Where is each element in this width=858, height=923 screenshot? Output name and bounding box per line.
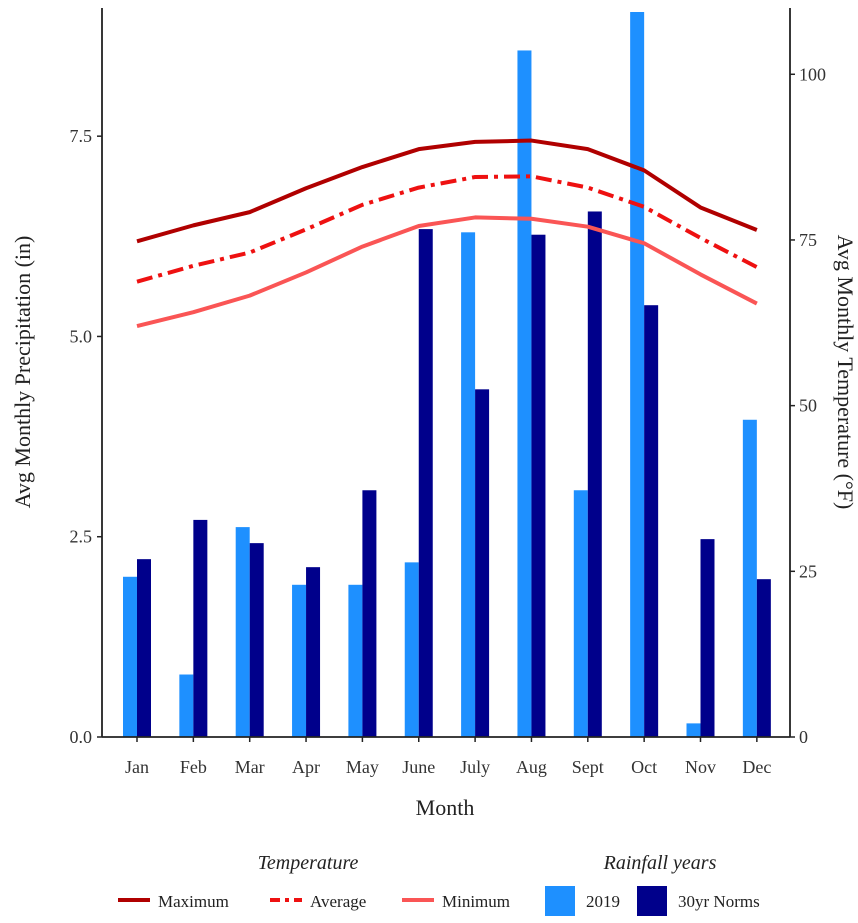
legend-label-minimum: Minimum: [442, 892, 510, 911]
bar-30yr-norms-dec: [756, 579, 771, 737]
x-axis-label: Month: [416, 795, 475, 820]
x-tick-label-nov: Nov: [685, 757, 716, 777]
bar-30yr-norms-aug: [531, 234, 546, 737]
bar-30yr-norms-june: [418, 229, 433, 737]
bar-2019-apr: [292, 584, 307, 737]
legend-items: Maximum Average Minimum 2019 30yr Norms: [118, 886, 760, 916]
bar-30yr-norms-may: [362, 490, 377, 737]
x-tick-label-oct: Oct: [631, 757, 657, 777]
right-y-tick-label: 25: [799, 561, 817, 581]
x-tick-label-aug: Aug: [516, 757, 547, 777]
temperature-lines-layer: [136, 138, 758, 329]
legend-key-30yr-norms: [637, 886, 667, 916]
bar-2019-may: [348, 584, 363, 737]
legend-label-30yr-norms: 30yr Norms: [678, 892, 760, 911]
bar-2019-june: [404, 562, 419, 737]
x-tick-label-june: June: [402, 757, 435, 777]
legend-key-2019: [545, 886, 575, 916]
bars-layer: [123, 12, 771, 738]
bar-30yr-norms-jan: [137, 559, 151, 737]
bar-30yr-norms-mar: [249, 543, 264, 737]
bar-2019-feb: [179, 674, 194, 737]
bar-2019-sept: [573, 490, 588, 737]
axes-layer: 0.0 2.5 5.0 7.5 0 25 50 75 100 Jan Feb Mar Apr May Jun…: [70, 8, 826, 777]
bar-30yr-norms-feb: [193, 519, 208, 737]
bar-2019-oct: [630, 12, 645, 738]
line-average: [136, 174, 758, 284]
bar-2019-nov: [686, 723, 701, 737]
x-tick-label-may: May: [346, 757, 379, 777]
line-maximum: [136, 138, 758, 244]
bar-2019-july: [461, 232, 476, 738]
right-y-tick-label: 0: [799, 727, 808, 747]
left-y-tick-label: 0.0: [70, 727, 93, 747]
bar-30yr-norms-july: [475, 389, 490, 737]
bar-2019-jan: [123, 576, 137, 737]
bar-2019-mar: [235, 527, 250, 737]
line-minimum: [136, 215, 758, 329]
bar-30yr-norms-nov: [700, 539, 715, 737]
right-y-tick-label: 100: [799, 64, 826, 84]
x-tick-label-feb: Feb: [180, 757, 207, 777]
bar-30yr-norms-oct: [644, 305, 659, 737]
legend-label-maximum: Maximum: [158, 892, 229, 911]
x-tick-label-july: July: [460, 757, 490, 777]
x-tick-label-sept: Sept: [572, 757, 604, 777]
x-tick-label-apr: Apr: [292, 757, 320, 777]
legend-label-2019: 2019: [586, 892, 620, 911]
left-y-tick-label: 7.5: [70, 126, 93, 146]
bar-30yr-norms-apr: [306, 567, 321, 737]
legend-title-rainfall: Rainfall years: [603, 852, 717, 874]
legend: Temperature Rainfall years Maximum Averag…: [118, 852, 760, 916]
legend-title-temperature: Temperature: [258, 852, 359, 874]
x-tick-label-mar: Mar: [235, 757, 265, 777]
bar-30yr-norms-sept: [587, 211, 602, 737]
bar-2019-aug: [517, 50, 532, 737]
x-tick-label-dec: Dec: [742, 757, 771, 777]
right-y-axis-label: Avg Monthly Temperature (°F): [833, 235, 858, 510]
x-tick-label-jan: Jan: [125, 757, 149, 777]
right-y-tick-label: 75: [799, 230, 817, 250]
bar-2019-dec: [742, 419, 757, 737]
left-y-axis-label: Avg Monthly Precipitation (in): [10, 236, 35, 509]
legend-label-average: Average: [310, 892, 366, 911]
right-y-tick-label: 50: [799, 396, 817, 416]
left-y-tick-label: 2.5: [70, 527, 93, 547]
left-y-tick-label: 5.0: [70, 326, 93, 346]
